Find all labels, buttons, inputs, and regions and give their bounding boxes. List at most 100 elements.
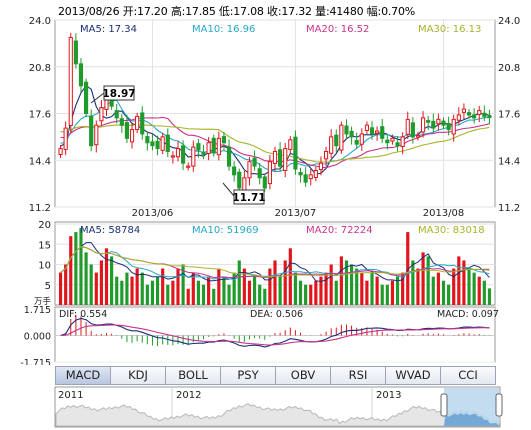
volume-y-tick: 5	[45, 281, 51, 292]
volume-ma-lines	[60, 242, 490, 283]
price-y-tick-right: 17.6	[498, 110, 520, 121]
volume-bar	[344, 260, 349, 305]
price-ma-legend-item: MA5: 17.34	[80, 24, 137, 35]
price-candles	[58, 32, 492, 198]
volume-bar	[247, 280, 252, 305]
price-chart[interactable]: 24.0 20.8 17.6 14.4 11.2 24.0 20.8 17.6 14.4 11.…	[0, 0, 531, 220]
price-y-tick-right: 11.2	[498, 203, 520, 214]
price-candle	[298, 167, 303, 183]
volume-bar	[401, 272, 405, 305]
volume-y-tick: 10	[38, 261, 51, 272]
volume-bar	[191, 272, 195, 305]
volume-ma-legend: MA5: 58784 MA10: 51969 MA20: 72224 MA30: 83…	[80, 225, 485, 236]
price-y-tick-right: 14.4	[498, 156, 520, 167]
price-candle	[410, 117, 415, 144]
volume-bar	[319, 276, 323, 305]
header-close-label: 收:	[267, 5, 282, 18]
price-candle	[395, 135, 400, 152]
header-high-label: 高:	[170, 5, 186, 18]
price-candle	[318, 156, 324, 176]
price-candle	[436, 113, 441, 131]
price-y-tick: 24.0	[29, 16, 51, 27]
header-high: 17.85	[185, 5, 216, 18]
navigator-year-2011: 2011	[58, 390, 83, 401]
price-candle	[385, 134, 390, 150]
volume-bar	[375, 276, 379, 305]
price-candle	[63, 121, 68, 156]
price-candle	[216, 131, 221, 161]
volume-bar	[125, 272, 129, 305]
price-candle	[226, 139, 232, 171]
tab-macd[interactable]: MACD	[55, 366, 111, 385]
price-candle	[94, 120, 99, 153]
macd-y-tick: 0.000	[24, 332, 51, 343]
tab-psy[interactable]: PSY	[220, 366, 276, 385]
price-candle	[89, 109, 94, 152]
price-y-axis-left: 24.0 20.8 17.6 14.4 11.2	[29, 16, 51, 214]
price-candle	[252, 150, 257, 171]
tab-obv[interactable]: OBV	[275, 366, 331, 385]
volume-bar	[288, 248, 292, 305]
volume-bar	[64, 264, 68, 305]
price-candle	[267, 154, 272, 190]
volume-ma-legend-item: MA30: 83018	[418, 225, 485, 236]
volume-bar	[89, 264, 93, 305]
tab-boll[interactable]: BOLL	[165, 366, 221, 385]
volume-bar	[447, 284, 451, 305]
price-candle	[150, 134, 155, 151]
tab-cci[interactable]: CCI	[440, 366, 496, 385]
price-y-tick-right: 24.0	[498, 16, 520, 27]
price-candle	[129, 123, 135, 149]
volume-ma30-line	[60, 246, 490, 278]
price-y-tick: 14.4	[29, 156, 51, 167]
volume-bar	[201, 284, 206, 305]
price-candle	[359, 128, 364, 151]
high-marker: 18.97	[90, 85, 136, 104]
price-ma-legend: MA5: 17.34 MA10: 16.96 MA20: 16.52 MA30: 16…	[80, 24, 481, 35]
header-low-label: 低:	[218, 5, 234, 18]
macd-chart[interactable]: 1.715 0.000 -1.715 DIF: 0.554 DEA: 0.506 M…	[0, 305, 531, 365]
price-candle	[380, 118, 385, 144]
time-navigator[interactable]: 2011 2012 2013	[0, 386, 531, 430]
navigator-left-handle[interactable]	[440, 393, 448, 417]
volume-bar	[222, 276, 226, 305]
price-candle	[262, 173, 267, 192]
tab-rsi[interactable]: RSI	[330, 366, 386, 385]
volume-bar	[411, 260, 415, 305]
tab-kdj[interactable]: KDJ	[110, 366, 166, 385]
volume-bar	[232, 272, 236, 305]
price-candle	[339, 121, 344, 154]
volume-bar	[171, 280, 175, 305]
volume-bar	[452, 268, 456, 305]
price-candle	[186, 162, 191, 171]
volume-bar	[84, 252, 88, 305]
tab-wvad[interactable]: WVAD	[385, 366, 441, 385]
price-candle	[211, 134, 216, 157]
price-candle	[364, 121, 369, 135]
low-marker-label: 11.71	[232, 192, 265, 204]
volume-bar	[370, 272, 374, 305]
volume-bar	[457, 256, 461, 305]
price-candle	[68, 32, 73, 134]
high-marker-label: 18.97	[102, 88, 135, 100]
price-candle	[323, 146, 329, 167]
volume-bar	[360, 272, 364, 305]
volume-chart[interactable]: 20 15 10 5 万手 MA5: 58784 MA10: 51969 MA20: 722…	[0, 220, 531, 310]
volume-bar	[186, 288, 190, 305]
volume-bar	[120, 280, 124, 305]
volume-bar	[212, 288, 216, 305]
volume-bar	[227, 284, 231, 305]
volume-bar	[385, 284, 389, 305]
price-candle	[119, 114, 124, 133]
volume-bar	[263, 288, 267, 305]
volume-bar	[467, 268, 471, 305]
price-y-tick-right: 20.8	[498, 63, 520, 74]
volume-bar	[416, 268, 420, 305]
volume-bar	[426, 256, 430, 305]
volume-bar	[258, 284, 262, 305]
navigator-right-handle[interactable]	[495, 393, 503, 417]
price-candle	[73, 33, 78, 69]
volume-bar	[380, 284, 384, 305]
volume-bar	[314, 280, 318, 305]
navigator-year-2013: 2013	[376, 390, 401, 401]
